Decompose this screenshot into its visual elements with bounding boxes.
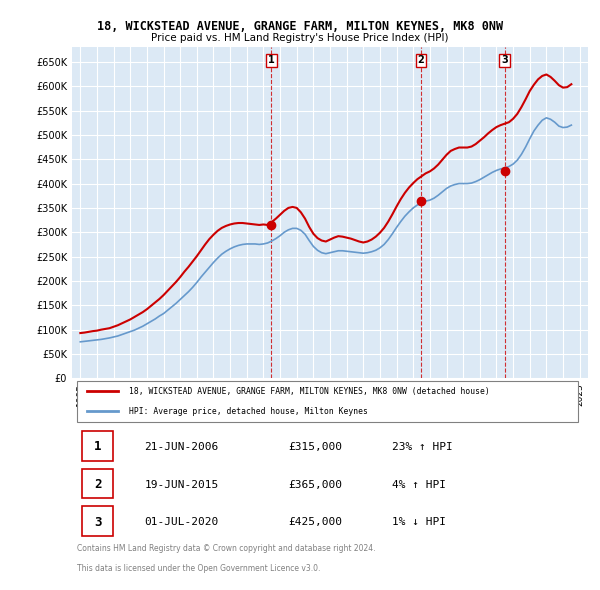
- Text: 4% ↑ HPI: 4% ↑ HPI: [392, 480, 446, 490]
- Text: 21-JUN-2006: 21-JUN-2006: [144, 442, 218, 452]
- Text: £425,000: £425,000: [289, 517, 343, 527]
- Text: 2: 2: [418, 55, 424, 65]
- Text: 23% ↑ HPI: 23% ↑ HPI: [392, 442, 452, 452]
- Bar: [82, 431, 113, 461]
- Text: £365,000: £365,000: [289, 480, 343, 490]
- Text: 18, WICKSTEAD AVENUE, GRANGE FARM, MILTON KEYNES, MK8 0NW: 18, WICKSTEAD AVENUE, GRANGE FARM, MILTO…: [97, 20, 503, 33]
- Text: 19-JUN-2015: 19-JUN-2015: [144, 480, 218, 490]
- Text: 1: 1: [94, 440, 101, 453]
- Text: 2: 2: [94, 478, 101, 491]
- Text: HPI: Average price, detached house, Milton Keynes: HPI: Average price, detached house, Milt…: [129, 407, 368, 416]
- Text: £315,000: £315,000: [289, 442, 343, 452]
- Text: 18, WICKSTEAD AVENUE, GRANGE FARM, MILTON KEYNES, MK8 0NW (detached house): 18, WICKSTEAD AVENUE, GRANGE FARM, MILTO…: [129, 386, 490, 396]
- Text: Price paid vs. HM Land Registry's House Price Index (HPI): Price paid vs. HM Land Registry's House …: [151, 34, 449, 43]
- Text: 3: 3: [94, 516, 101, 529]
- Text: Contains HM Land Registry data © Crown copyright and database right 2024.: Contains HM Land Registry data © Crown c…: [77, 544, 376, 553]
- Bar: [82, 468, 113, 499]
- Text: 01-JUL-2020: 01-JUL-2020: [144, 517, 218, 527]
- Text: 3: 3: [502, 55, 508, 65]
- Text: 1: 1: [268, 55, 275, 65]
- Text: This data is licensed under the Open Government Licence v3.0.: This data is licensed under the Open Gov…: [77, 563, 320, 573]
- Text: 1% ↓ HPI: 1% ↓ HPI: [392, 517, 446, 527]
- Bar: [82, 506, 113, 536]
